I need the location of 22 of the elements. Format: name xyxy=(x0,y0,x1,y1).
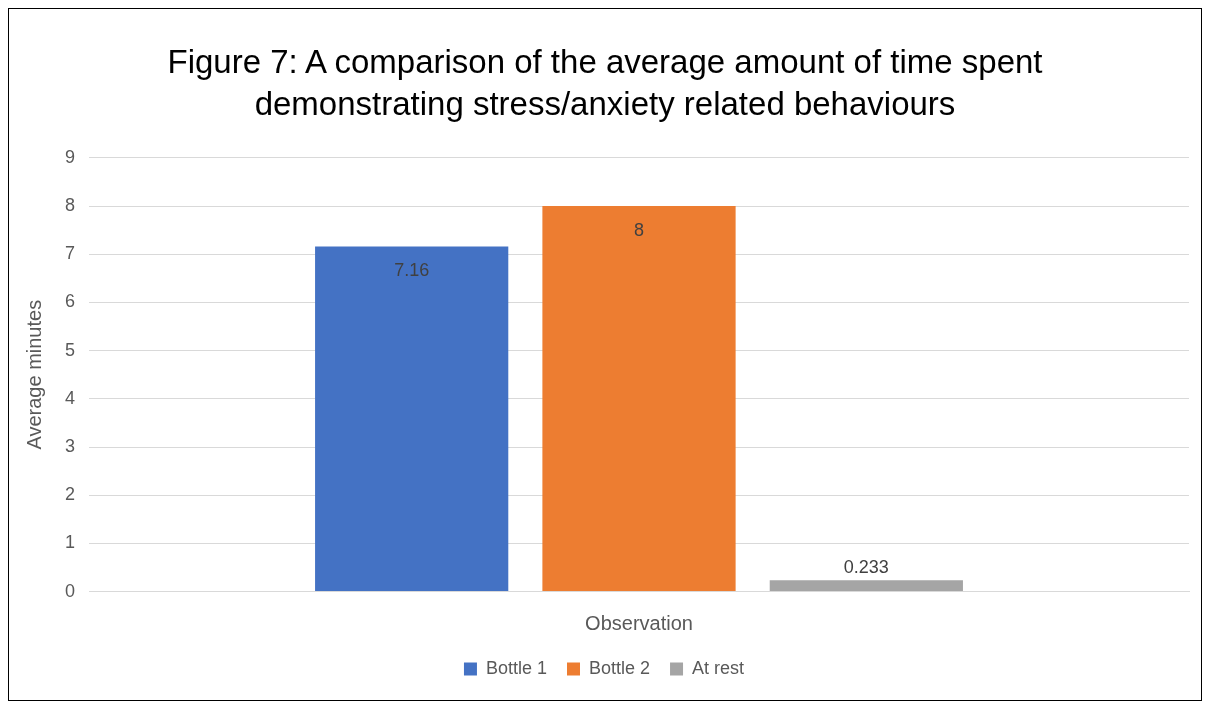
y-tick-label: 3 xyxy=(65,435,76,456)
legend-label: Bottle 2 xyxy=(588,657,651,678)
data-label: 7.16 xyxy=(394,260,430,281)
bar xyxy=(542,206,736,592)
y-tick-label: 1 xyxy=(65,532,76,553)
y-tick-label: 0 xyxy=(65,580,76,601)
data-label: 8 xyxy=(634,219,645,240)
y-axis-title: Average minutes xyxy=(22,299,45,450)
y-tick-label: 8 xyxy=(65,194,76,215)
legend-label: Bottle 1 xyxy=(485,657,547,678)
y-tick-label: 7 xyxy=(65,243,76,264)
x-axis-title: Observation xyxy=(585,611,693,634)
bar xyxy=(315,246,509,592)
chart-title: Figure 7: A comparison of the average amount of time spent demonstrating stress/anxiety related behaviours xyxy=(166,42,1044,124)
legend-label: At rest xyxy=(692,657,745,678)
data-label: 0.233 xyxy=(843,557,889,578)
y-tick-label: 9 xyxy=(65,146,76,167)
y-tick-label: 5 xyxy=(65,339,76,360)
y-tick-label: 6 xyxy=(65,291,76,312)
y-tick-label: 2 xyxy=(65,484,76,505)
y-tick-label: 4 xyxy=(65,387,76,408)
bar xyxy=(769,580,963,592)
